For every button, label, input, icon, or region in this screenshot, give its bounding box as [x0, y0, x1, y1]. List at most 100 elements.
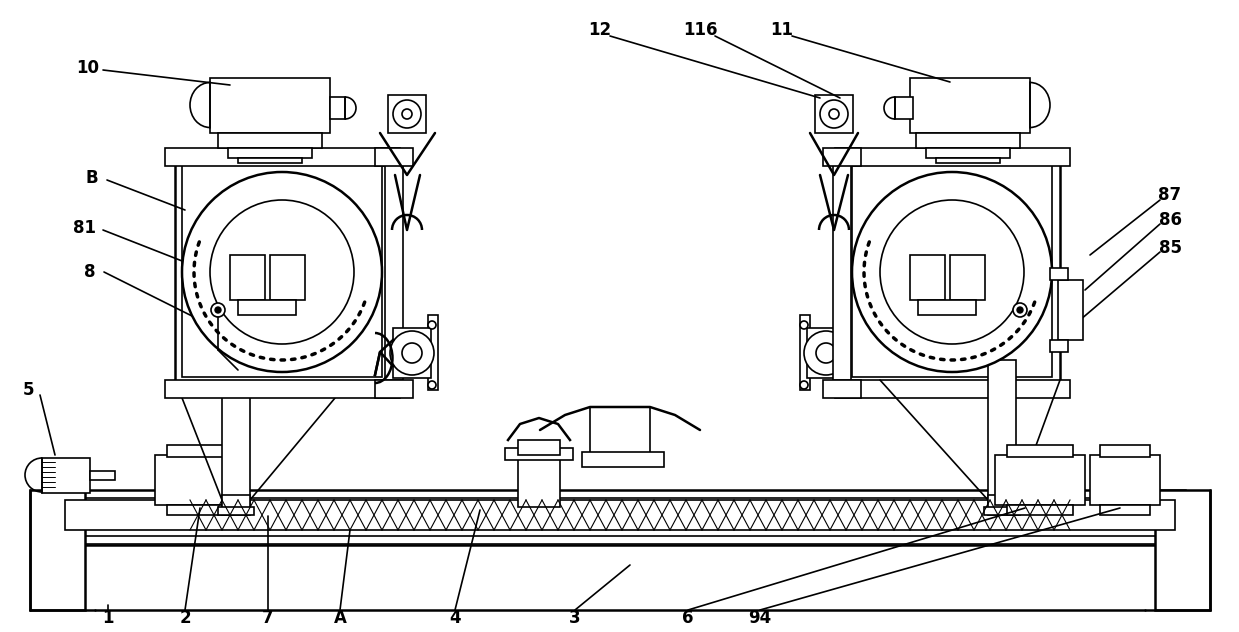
Circle shape	[427, 381, 436, 389]
Text: 11: 11	[771, 21, 793, 39]
Bar	[935, 158, 1000, 163]
Bar	[852, 162, 1052, 377]
Circle shape	[211, 303, 225, 317]
Circle shape	[829, 109, 839, 119]
Bar	[64, 500, 1175, 530]
Bar	[506, 448, 572, 460]
Circle shape	[800, 321, 808, 329]
Bar	[835, 380, 1070, 398]
Circle shape	[1014, 303, 1027, 317]
Bar	[375, 380, 413, 398]
Bar	[1058, 280, 1083, 340]
Bar	[926, 148, 1010, 158]
Bar	[30, 490, 85, 610]
Text: 85: 85	[1158, 239, 1182, 257]
Bar	[330, 97, 344, 119]
Circle shape	[852, 172, 1052, 372]
Circle shape	[817, 343, 836, 363]
Bar	[987, 495, 1016, 515]
Bar	[823, 148, 861, 166]
Text: 4: 4	[450, 609, 461, 627]
Circle shape	[427, 321, 436, 329]
Bar	[182, 162, 382, 377]
Bar	[1090, 455, 1160, 505]
Circle shape	[182, 172, 382, 372]
Bar	[222, 360, 250, 505]
Bar	[895, 97, 913, 119]
Bar	[238, 300, 296, 315]
Bar	[800, 315, 810, 390]
Bar	[167, 505, 233, 515]
Bar	[175, 155, 390, 385]
Bar	[165, 148, 400, 166]
Text: 94: 94	[748, 609, 772, 627]
Bar	[69, 536, 1170, 544]
Bar	[1007, 505, 1073, 515]
Text: A: A	[333, 609, 347, 627]
Bar	[984, 507, 1020, 515]
Bar	[69, 518, 1170, 528]
Circle shape	[401, 109, 413, 119]
Bar	[55, 490, 1184, 545]
Circle shape	[401, 343, 422, 363]
Bar	[950, 255, 985, 300]
Bar	[815, 95, 852, 133]
Bar	[165, 380, 400, 398]
Text: 6: 6	[683, 609, 694, 627]
Circle shape	[800, 381, 808, 389]
Bar	[835, 148, 1070, 166]
Bar	[807, 328, 845, 378]
Text: 12: 12	[589, 21, 612, 39]
Text: 81: 81	[73, 219, 97, 237]
Circle shape	[880, 200, 1023, 344]
Bar	[270, 255, 305, 300]
Text: 7: 7	[263, 609, 274, 627]
Bar	[209, 78, 330, 133]
Bar	[1100, 445, 1150, 457]
Bar	[230, 255, 265, 300]
Bar	[1007, 445, 1073, 457]
Text: 8: 8	[84, 263, 95, 281]
Text: 86: 86	[1158, 211, 1182, 229]
Bar	[238, 158, 302, 163]
Circle shape	[209, 200, 354, 344]
Bar	[582, 452, 664, 467]
Bar	[218, 507, 254, 515]
Circle shape	[390, 331, 434, 375]
Bar	[228, 148, 312, 158]
Bar	[918, 300, 976, 315]
Bar	[909, 255, 945, 300]
Bar	[427, 315, 439, 390]
Bar	[90, 471, 115, 480]
Bar	[218, 133, 322, 148]
Circle shape	[1017, 307, 1023, 313]
Bar	[393, 328, 431, 378]
Bar	[916, 133, 1020, 148]
Circle shape	[820, 100, 847, 128]
Circle shape	[393, 100, 421, 128]
Bar	[518, 455, 560, 507]
Bar	[385, 162, 403, 380]
Bar	[69, 498, 1170, 510]
Bar	[1155, 490, 1211, 610]
Text: 1: 1	[103, 609, 114, 627]
Bar	[167, 445, 233, 457]
Bar	[1049, 340, 1068, 352]
Bar	[987, 360, 1016, 505]
Text: 3: 3	[569, 609, 581, 627]
Bar	[388, 95, 426, 133]
Bar	[995, 455, 1085, 505]
Bar	[222, 495, 250, 515]
Text: 2: 2	[180, 609, 191, 627]
Text: 87: 87	[1158, 186, 1182, 204]
Text: 10: 10	[77, 59, 99, 77]
Circle shape	[804, 331, 847, 375]
Bar	[823, 380, 861, 398]
Bar	[1100, 505, 1150, 515]
Text: 5: 5	[22, 381, 33, 399]
Bar	[518, 440, 560, 455]
Bar	[1049, 268, 1068, 280]
Bar	[42, 458, 90, 493]
Bar	[155, 455, 245, 505]
Bar	[909, 78, 1030, 133]
